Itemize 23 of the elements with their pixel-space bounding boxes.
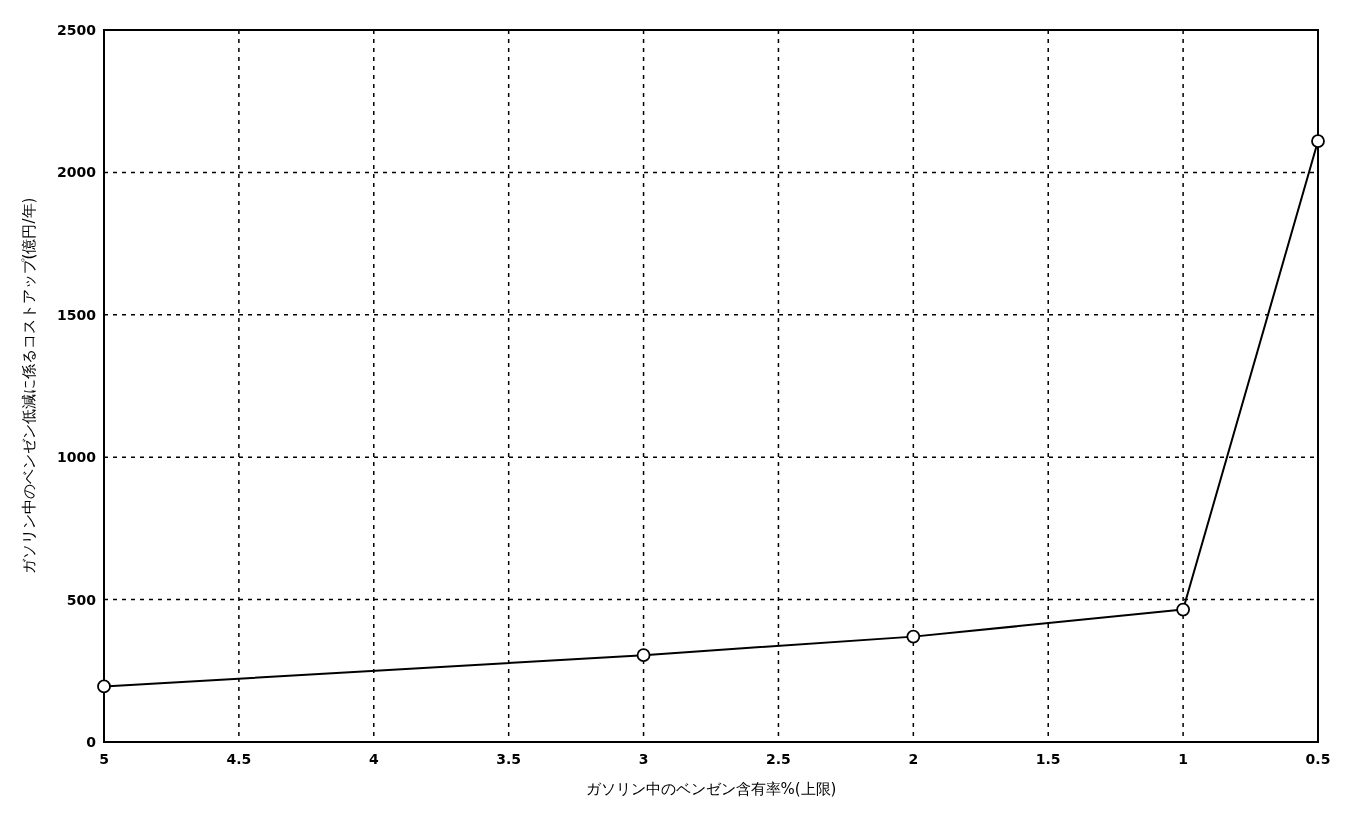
point xyxy=(1311,134,1325,148)
y-tick-label: 1500 xyxy=(57,306,97,323)
point xyxy=(97,679,111,694)
y-tick-label: 2000 xyxy=(57,164,97,181)
x-tick-label: 3 xyxy=(638,751,649,767)
y-tick-label: 1000 xyxy=(57,449,97,466)
x-tick-label: 2 xyxy=(908,751,919,767)
y-tick-label: 2500 xyxy=(57,22,97,38)
x-tick-label: 4 xyxy=(368,751,379,767)
x-tick-label: 1.5 xyxy=(1035,751,1061,767)
y-tick-label: 500 xyxy=(66,591,97,608)
x-tick-label: 5 xyxy=(99,751,109,767)
x-tick-label: 4.5 xyxy=(226,751,252,767)
x-tick-label: 2.5 xyxy=(766,751,791,767)
point xyxy=(906,629,921,644)
y-axis-title: ガソリン中のベンゼン低減に係るコストアップ(億円/年) xyxy=(20,197,38,575)
point xyxy=(636,648,651,663)
x-tick-label: 1 xyxy=(1178,751,1188,767)
x-tick-label: 0.5 xyxy=(1305,751,1331,767)
y-tick-label: 0 xyxy=(86,734,97,750)
x-tick-label: 3.5 xyxy=(496,751,522,767)
point xyxy=(1176,602,1191,617)
x-axis-title: ガソリン中のベンゼン含有率%(上限) xyxy=(585,780,837,798)
